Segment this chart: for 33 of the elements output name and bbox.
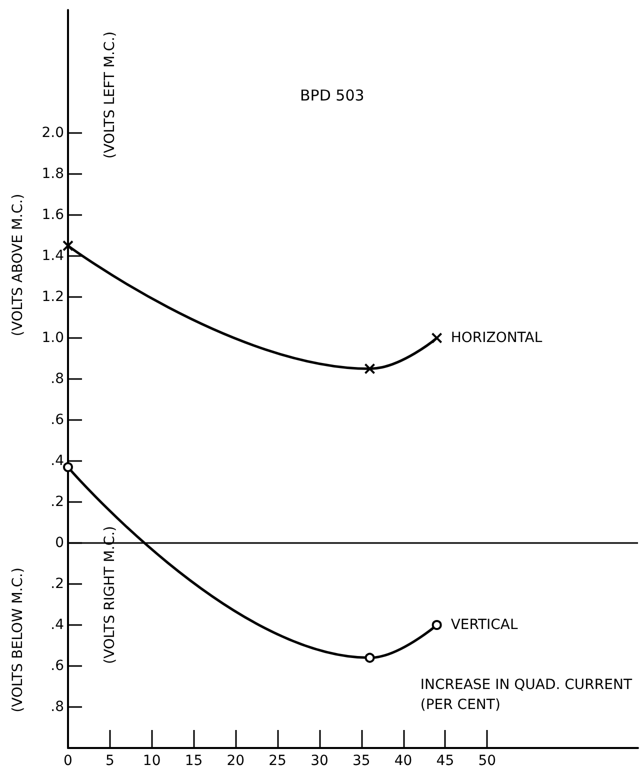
y-tick-label: 1.4 (42, 248, 64, 264)
y-tick-label: .4 (50, 453, 64, 469)
x-tick-label: 15 (184, 753, 203, 769)
text: (VOLTS BELOW M.C.) (10, 568, 26, 712)
y-tick-label: .8 (50, 371, 64, 387)
series-label: HORIZONTAL (450, 330, 542, 346)
x-tick-label: 50 (478, 753, 496, 769)
y-tick-label: 0 (55, 535, 64, 551)
y-tick-label: .8 (50, 699, 64, 715)
y-tick-label: 1.0 (42, 330, 64, 346)
x-tick-label: 5 (105, 753, 114, 769)
x-axis-title: INCREASE IN QUAD. CURRENT (PER CENT) (420, 677, 632, 713)
y-tick-label: .2 (50, 576, 64, 592)
x-tick-label: 45 (436, 753, 454, 769)
series-label: VERTICAL (450, 617, 518, 633)
x-tick-label: 35 (352, 753, 370, 769)
annotation: (VOLTS RIGHT M.C.) (102, 526, 118, 664)
y-tick-label: 2.0 (42, 125, 64, 141)
text: BPD 503 (300, 86, 364, 104)
y-tick-label: .6 (50, 412, 64, 428)
x-tick-label: 10 (142, 753, 161, 769)
y-tick-label: 1.8 (42, 166, 64, 182)
x-tick-label: 25 (268, 753, 286, 769)
y-tick-label: .4 (50, 617, 64, 633)
y-axis-title: (VOLTS ABOVE M.C.) (10, 194, 26, 336)
y-tick-label: 1.6 (42, 207, 64, 223)
y-tick-label: 1.2 (42, 289, 64, 305)
y-tick-label: .2 (50, 494, 64, 510)
y-tick-label: .6 (50, 658, 64, 674)
x-tick-label: 20 (226, 753, 245, 769)
annotation: (VOLTS LEFT M.C.) (102, 31, 118, 159)
x-tick-label: 40 (394, 753, 412, 769)
x-tick-label: 30 (310, 753, 328, 769)
